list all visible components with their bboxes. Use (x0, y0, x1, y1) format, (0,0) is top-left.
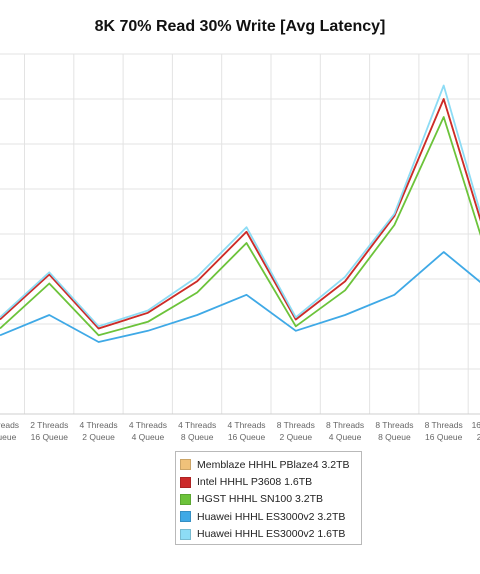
x-tick-label: 8 Threads (425, 420, 463, 430)
x-tick-label: 4 Threads (129, 420, 167, 430)
x-tick-label: 16 Threads (472, 420, 480, 430)
x-tick-label: 8 Queue (378, 432, 411, 442)
x-tick-label: 2 Threads (30, 420, 68, 430)
x-tick-label: 4 Threads (178, 420, 216, 430)
series-line-1 (0, 98, 480, 330)
legend-item: HGST HHHL SN100 3.2TB (180, 491, 361, 508)
legend-item: Huawei HHHL ES3000v2 3.2TB (180, 508, 361, 525)
x-tick-label: 16 Queue (425, 432, 463, 442)
legend-swatch (180, 528, 191, 540)
x-tick-label: 8 Threads (277, 420, 315, 430)
chart-title: 8K 70% Read 30% Write [Avg Latency] (94, 18, 386, 35)
x-tick-label: 4 Queue (132, 432, 165, 442)
legend-label: Huawei HHHL ES3000v2 1.6TB (197, 528, 346, 541)
x-tick-label: 4 Threads (227, 420, 265, 430)
series-line-3 (0, 116, 480, 337)
legend-label: Memblaze HHHL PBlaze4 3.2TB (197, 458, 350, 471)
x-tick-label: 8 Queue (0, 432, 17, 442)
x-tick-label: 2 Queue (279, 432, 312, 442)
legend-swatch (180, 476, 191, 488)
legend: Memblaze HHHL PBlaze4 3.2TB Intel HHHL P3… (175, 451, 362, 545)
legend-swatch (180, 511, 191, 523)
legend-swatch (180, 459, 191, 471)
x-tick-label: 2 Queue (477, 432, 480, 442)
x-tick-label: 2 Queue (82, 432, 115, 442)
x-tick-label: 8 Threads (375, 420, 413, 430)
legend-item: Memblaze HHHL PBlaze4 3.2TB (180, 456, 361, 473)
x-tick-label: 8 Threads (326, 420, 364, 430)
legend-item: Intel HHHL P3608 1.6TB (180, 473, 361, 490)
series-lines (0, 84, 480, 343)
x-tick-label: 8 Queue (181, 432, 214, 442)
x-tick-label: 16 Queue (31, 432, 69, 442)
legend-swatch (180, 493, 191, 505)
legend-item: Huawei HHHL ES3000v2 1.6TB (180, 526, 361, 543)
x-tick-label: 4 Queue (329, 432, 362, 442)
x-tick-label: 4 Threads (80, 420, 118, 430)
legend-label: HGST HHHL SN100 3.2TB (197, 493, 324, 506)
x-tick-labels: 2 Threads 8 Queue 2 Threads 16 Queue 4 Threa… (0, 420, 480, 442)
series-line-4 (0, 251, 480, 343)
legend-label: Huawei HHHL ES3000v2 3.2TB (197, 510, 346, 523)
x-tick-label: 2 Threads (0, 420, 19, 430)
series-line-2 (0, 98, 480, 330)
series-line-5 (0, 84, 480, 328)
x-tick-label: 16 Queue (228, 432, 266, 442)
legend-label: Intel HHHL P3608 1.6TB (197, 476, 313, 489)
